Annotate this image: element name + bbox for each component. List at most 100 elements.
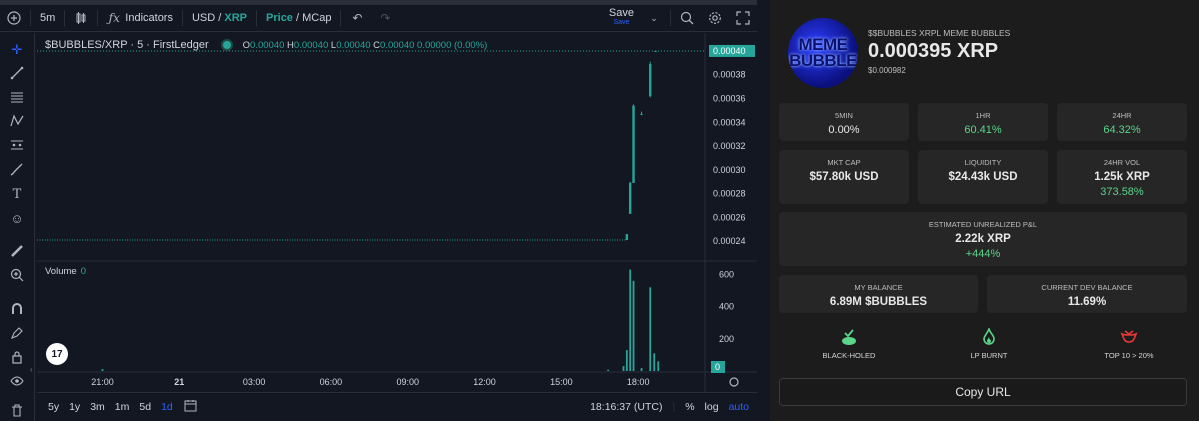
remove-tool[interactable] (8, 403, 26, 421)
icon-tool[interactable]: ☺ (8, 209, 26, 227)
stat-mkt-cap-value: $57.80k USD (809, 171, 879, 183)
toolbar-divider (64, 10, 66, 26)
stat-5min-label: 5MIN (835, 111, 853, 120)
open-value: 0.00040 (250, 39, 285, 51)
text-tool[interactable]: T (8, 185, 26, 203)
price-mcap-sep: / (292, 12, 303, 24)
range-button-3m[interactable]: 3m (90, 401, 105, 413)
save-button[interactable]: Save Save (603, 8, 640, 27)
token-name: $$BUBBLES XRPL MEME BUBBLES (868, 28, 1011, 38)
stat-liquidity-value: $24.43k USD (948, 171, 1018, 183)
pattern-tool[interactable] (8, 113, 26, 131)
volume-bar (607, 369, 610, 371)
drawing-toolbar: ✛ T ☺ ‹ (0, 33, 35, 421)
price-tick-label: 0.00030 (713, 165, 746, 175)
price-tick-label: 0.00034 (713, 117, 746, 127)
tradingview-logo[interactable]: 17 (46, 343, 68, 365)
avatar-text: MEME BUBBLE (789, 35, 857, 70)
forecast-icon (10, 138, 24, 155)
range-button-5y[interactable]: 5y (48, 401, 60, 413)
fullscreen-button[interactable] (729, 5, 757, 31)
badge-black-holed-label: BLACK-HOLED (822, 351, 876, 360)
high-key: H (287, 39, 294, 51)
chevron-left-icon: ‹ (30, 365, 33, 374)
chart-panel: 5m ƒx Indicators USD / XRP Price / (0, 0, 757, 421)
stay-drawing-tool[interactable] (8, 325, 26, 343)
magnet-tool[interactable] (8, 301, 26, 319)
stat-unrealized-pnl: ESTIMATED UNREALIZED P&L 2.22k XRP +444% (779, 212, 1187, 266)
stat-liquidity-label: LIQUIDITY (964, 158, 1002, 167)
candle-body (632, 105, 635, 183)
crosshair-tool[interactable]: ✛ (8, 41, 26, 59)
toolbar-divider (181, 10, 183, 26)
time-tick-label: 15:00 (550, 377, 573, 387)
pencil-lock-icon (10, 326, 24, 343)
volume-bar (632, 280, 635, 371)
low-value: 0.00040 (336, 39, 371, 51)
volume-tick-label: 600 (719, 269, 734, 279)
volume-bar (625, 350, 628, 371)
stat-my-balance: MY BALANCE 6.89M $BUBBLES (779, 275, 978, 313)
token-avatar: MEME BUBBLE (788, 18, 858, 88)
time-tick-label: 03:00 (243, 377, 266, 387)
indicators-button[interactable]: ƒx Indicators (100, 5, 180, 31)
measure-tool[interactable] (8, 243, 26, 261)
interval-button[interactable]: 5m (40, 12, 56, 24)
stat-24hr-vol: 24HR VOL 1.25k XRP 373.58% (1057, 150, 1187, 204)
range-button-1y[interactable]: 1y (69, 401, 81, 413)
chart-type-button[interactable] (67, 5, 95, 31)
range-button-1m[interactable]: 1m (114, 401, 130, 413)
settings-button[interactable] (701, 5, 729, 31)
save-dropdown-button[interactable]: ⌄ (640, 5, 668, 31)
currency-toggle[interactable]: USD / XRP (185, 5, 254, 31)
brush-tool[interactable] (8, 161, 26, 179)
search-icon (680, 11, 694, 25)
price-mcap-toggle[interactable]: Price / MCap (259, 5, 338, 31)
token-price-usd: $0.000982 (868, 66, 906, 75)
magnet-icon (10, 302, 24, 319)
range-bar-right: 18:16:37 (UTC) | % log auto (590, 401, 757, 413)
currency-quote: XRP (224, 12, 248, 24)
log-toggle[interactable]: log (704, 401, 719, 413)
stat-dev-balance: CURRENT DEV BALANCE 11.69% (987, 275, 1187, 313)
stat-5min-value: 0.00% (828, 124, 860, 136)
time-tick-label: 09:00 (396, 377, 419, 387)
volume-tick-label: 400 (719, 302, 734, 312)
market-status-dot (222, 41, 231, 49)
badge-top10-label: TOP 10 > 20% (1104, 351, 1154, 360)
clock-timezone[interactable]: 18:16:37 (UTC) (590, 401, 663, 413)
price-option: Price (266, 12, 293, 24)
pattern-icon (10, 113, 24, 131)
stat-24hr-vol-change: 373.58% (1100, 186, 1144, 198)
price-tick-label: 0.00032 (713, 141, 746, 151)
collapse-toolbar-handle[interactable]: ‹ (30, 365, 33, 374)
toolbar-divider (256, 10, 258, 26)
prediction-tool[interactable] (8, 137, 26, 155)
badge-lp-burnt: LP BURNT (919, 326, 1059, 360)
redo-button[interactable]: ↷ (371, 5, 399, 31)
undo-button[interactable]: ↶ (343, 5, 371, 31)
badge-black-holed: BLACK-HOLED (779, 328, 919, 360)
fullscreen-icon (736, 11, 750, 25)
chart-area[interactable]: 0.00038 0.00036 0.00034 0.00032 0.00030 0.000… (37, 33, 757, 421)
zoom-tool[interactable] (8, 267, 26, 285)
stat-24hr-vol-value: 1.25k XRP (1094, 171, 1150, 183)
stat-pnl-change: +444% (965, 248, 1001, 260)
fib-tool[interactable] (8, 89, 26, 107)
symbol-search-button[interactable] (0, 5, 28, 31)
price-chart-canvas[interactable]: 0.00038 0.00036 0.00034 0.00032 0.00030 0.000… (37, 33, 757, 393)
date-range-button[interactable] (184, 399, 197, 415)
redo-icon: ↷ (380, 11, 391, 25)
volume-bar (629, 269, 632, 371)
range-button-5d[interactable]: 5d (139, 401, 152, 413)
quick-search-button[interactable] (673, 5, 701, 31)
trendline-tool[interactable] (8, 65, 26, 83)
lock-tool[interactable] (8, 349, 26, 367)
hide-tool[interactable] (8, 373, 26, 391)
range-button-1d[interactable]: 1d (161, 401, 173, 413)
copy-url-button[interactable]: Copy URL (779, 378, 1187, 406)
brush-icon (10, 162, 24, 179)
auto-toggle[interactable]: auto (728, 401, 749, 413)
percent-toggle[interactable]: % (685, 401, 695, 413)
